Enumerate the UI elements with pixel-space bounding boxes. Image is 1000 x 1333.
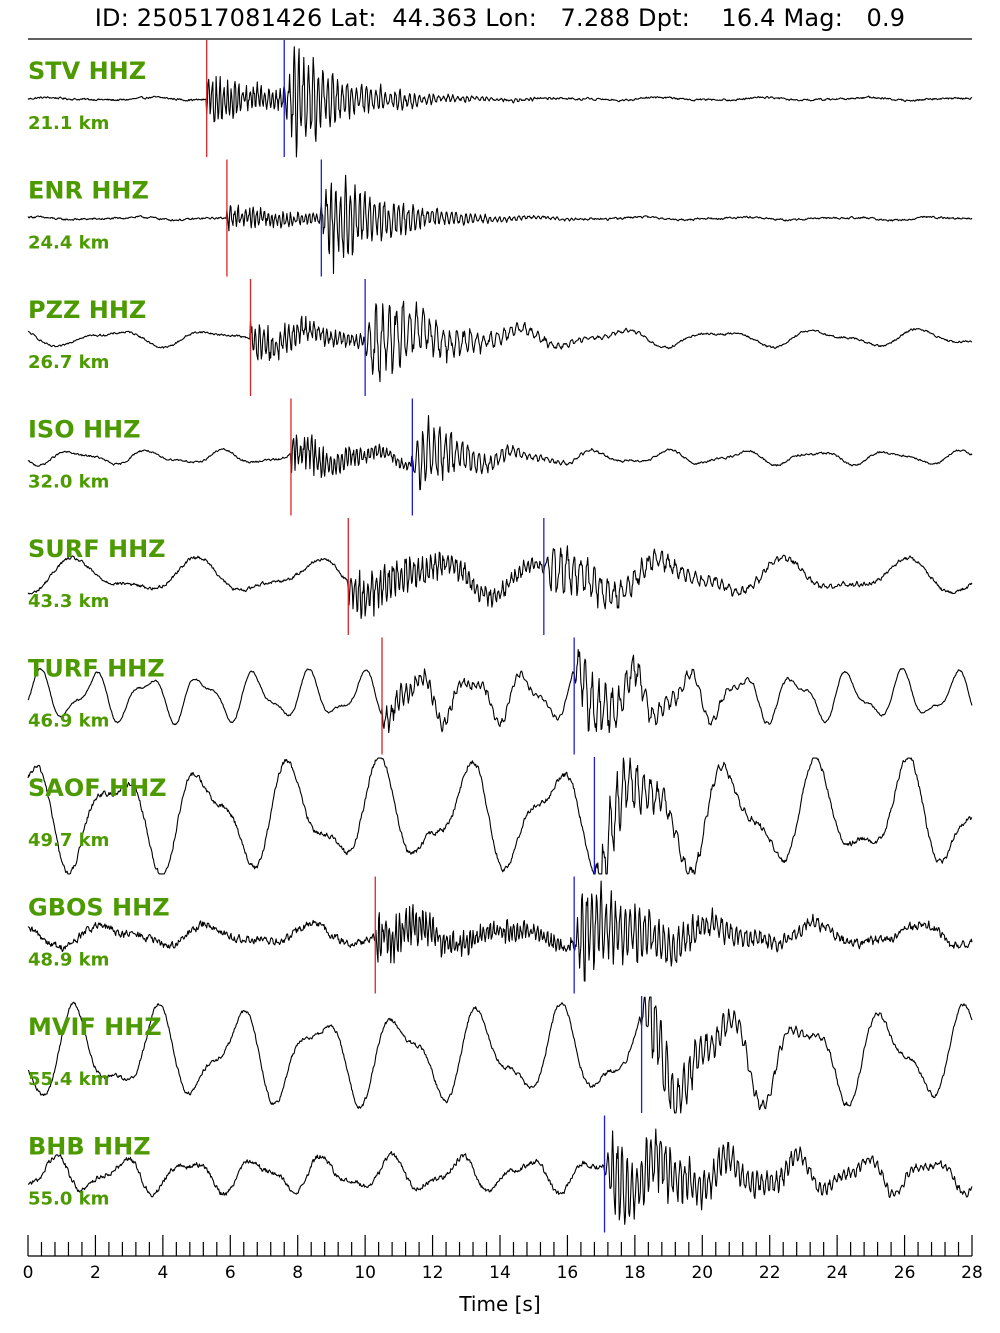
distance-label: 55.4 km	[28, 1069, 109, 1090]
trace-row: ISO HHZ 32.0 km	[27, 398, 973, 516]
station-label: ISO HHZ	[28, 416, 141, 444]
x-tick-label: 26	[894, 1263, 916, 1283]
x-tick-label: 24	[826, 1263, 848, 1283]
trace-row: PZZ HHZ 26.7 km	[27, 279, 973, 396]
distance-label: 46.9 km	[28, 711, 109, 732]
x-tick-label: 20	[691, 1263, 713, 1283]
x-tick-label: 22	[759, 1263, 781, 1283]
trace-row: BHB HHZ 55.0 km	[27, 1115, 973, 1233]
station-label: ENR HHZ	[28, 177, 149, 205]
x-tick-label: 8	[292, 1263, 303, 1283]
waveform-line	[27, 300, 973, 383]
waveform-line	[27, 996, 973, 1114]
waveform-line	[27, 414, 973, 491]
distance-label: 21.1 km	[28, 113, 109, 134]
station-label: PZZ HHZ	[28, 296, 146, 324]
distance-label: 26.7 km	[28, 352, 109, 373]
waveform-line	[27, 46, 973, 158]
station-label: BHB HHZ	[28, 1133, 151, 1161]
trace-row: GBOS HHZ 48.9 km	[27, 876, 973, 994]
distance-label: 55.0 km	[28, 1189, 109, 1210]
x-axis-label: Time [s]	[459, 1292, 541, 1316]
x-tick-label: 4	[157, 1263, 168, 1283]
distance-label: 48.9 km	[28, 950, 109, 971]
trace-row: SURF HHZ 43.3 km	[27, 518, 973, 635]
waveform-line	[27, 174, 973, 275]
station-label: STV HHZ	[28, 57, 146, 85]
waveform-line	[27, 757, 973, 875]
x-tick-label: 6	[225, 1263, 236, 1283]
trace-group: STV HHZ 21.1 km ENR HHZ 24.4 km PZZ HHZ 26.7 …	[27, 40, 973, 1233]
x-tick-label: 12	[422, 1263, 444, 1283]
trace-row: ENR HHZ 24.4 km	[27, 159, 973, 277]
trace-row: SAOF HHZ 49.7 km	[27, 757, 973, 875]
station-label: SURF HHZ	[28, 535, 166, 563]
x-tick-label: 2	[90, 1263, 101, 1283]
distance-label: 24.4 km	[28, 233, 109, 254]
trace-row: STV HHZ 21.1 km	[27, 40, 973, 158]
station-label: TURF HHZ	[28, 655, 165, 683]
trace-row: TURF HHZ 46.9 km	[27, 637, 973, 755]
x-tick-label: 18	[624, 1263, 646, 1283]
x-tick-label: 14	[489, 1263, 511, 1283]
waveform-line	[27, 1128, 973, 1225]
x-tick-label: 28	[961, 1263, 983, 1283]
station-label: SAOF HHZ	[28, 774, 167, 802]
x-tick-label: 10	[354, 1263, 376, 1283]
x-tick-label: 0	[23, 1263, 34, 1283]
waveform-line	[27, 880, 973, 982]
distance-label: 43.3 km	[28, 591, 109, 612]
distance-label: 32.0 km	[28, 472, 109, 493]
station-label: GBOS HHZ	[28, 894, 170, 922]
station-label: MVIF HHZ	[28, 1013, 162, 1041]
figure-title: ID: 250517081426 Lat: 44.363 Lon: 7.288 …	[94, 4, 906, 32]
x-axis: 0 2 4 6 8 10 12 14 16 18 20 22 24 26 28	[23, 1235, 983, 1283]
distance-label: 49.7 km	[28, 830, 109, 851]
waveform-line	[27, 545, 973, 619]
trace-row: MVIF HHZ 55.4 km	[27, 996, 973, 1114]
waveform-line	[27, 649, 973, 734]
x-tick-label: 16	[557, 1263, 579, 1283]
